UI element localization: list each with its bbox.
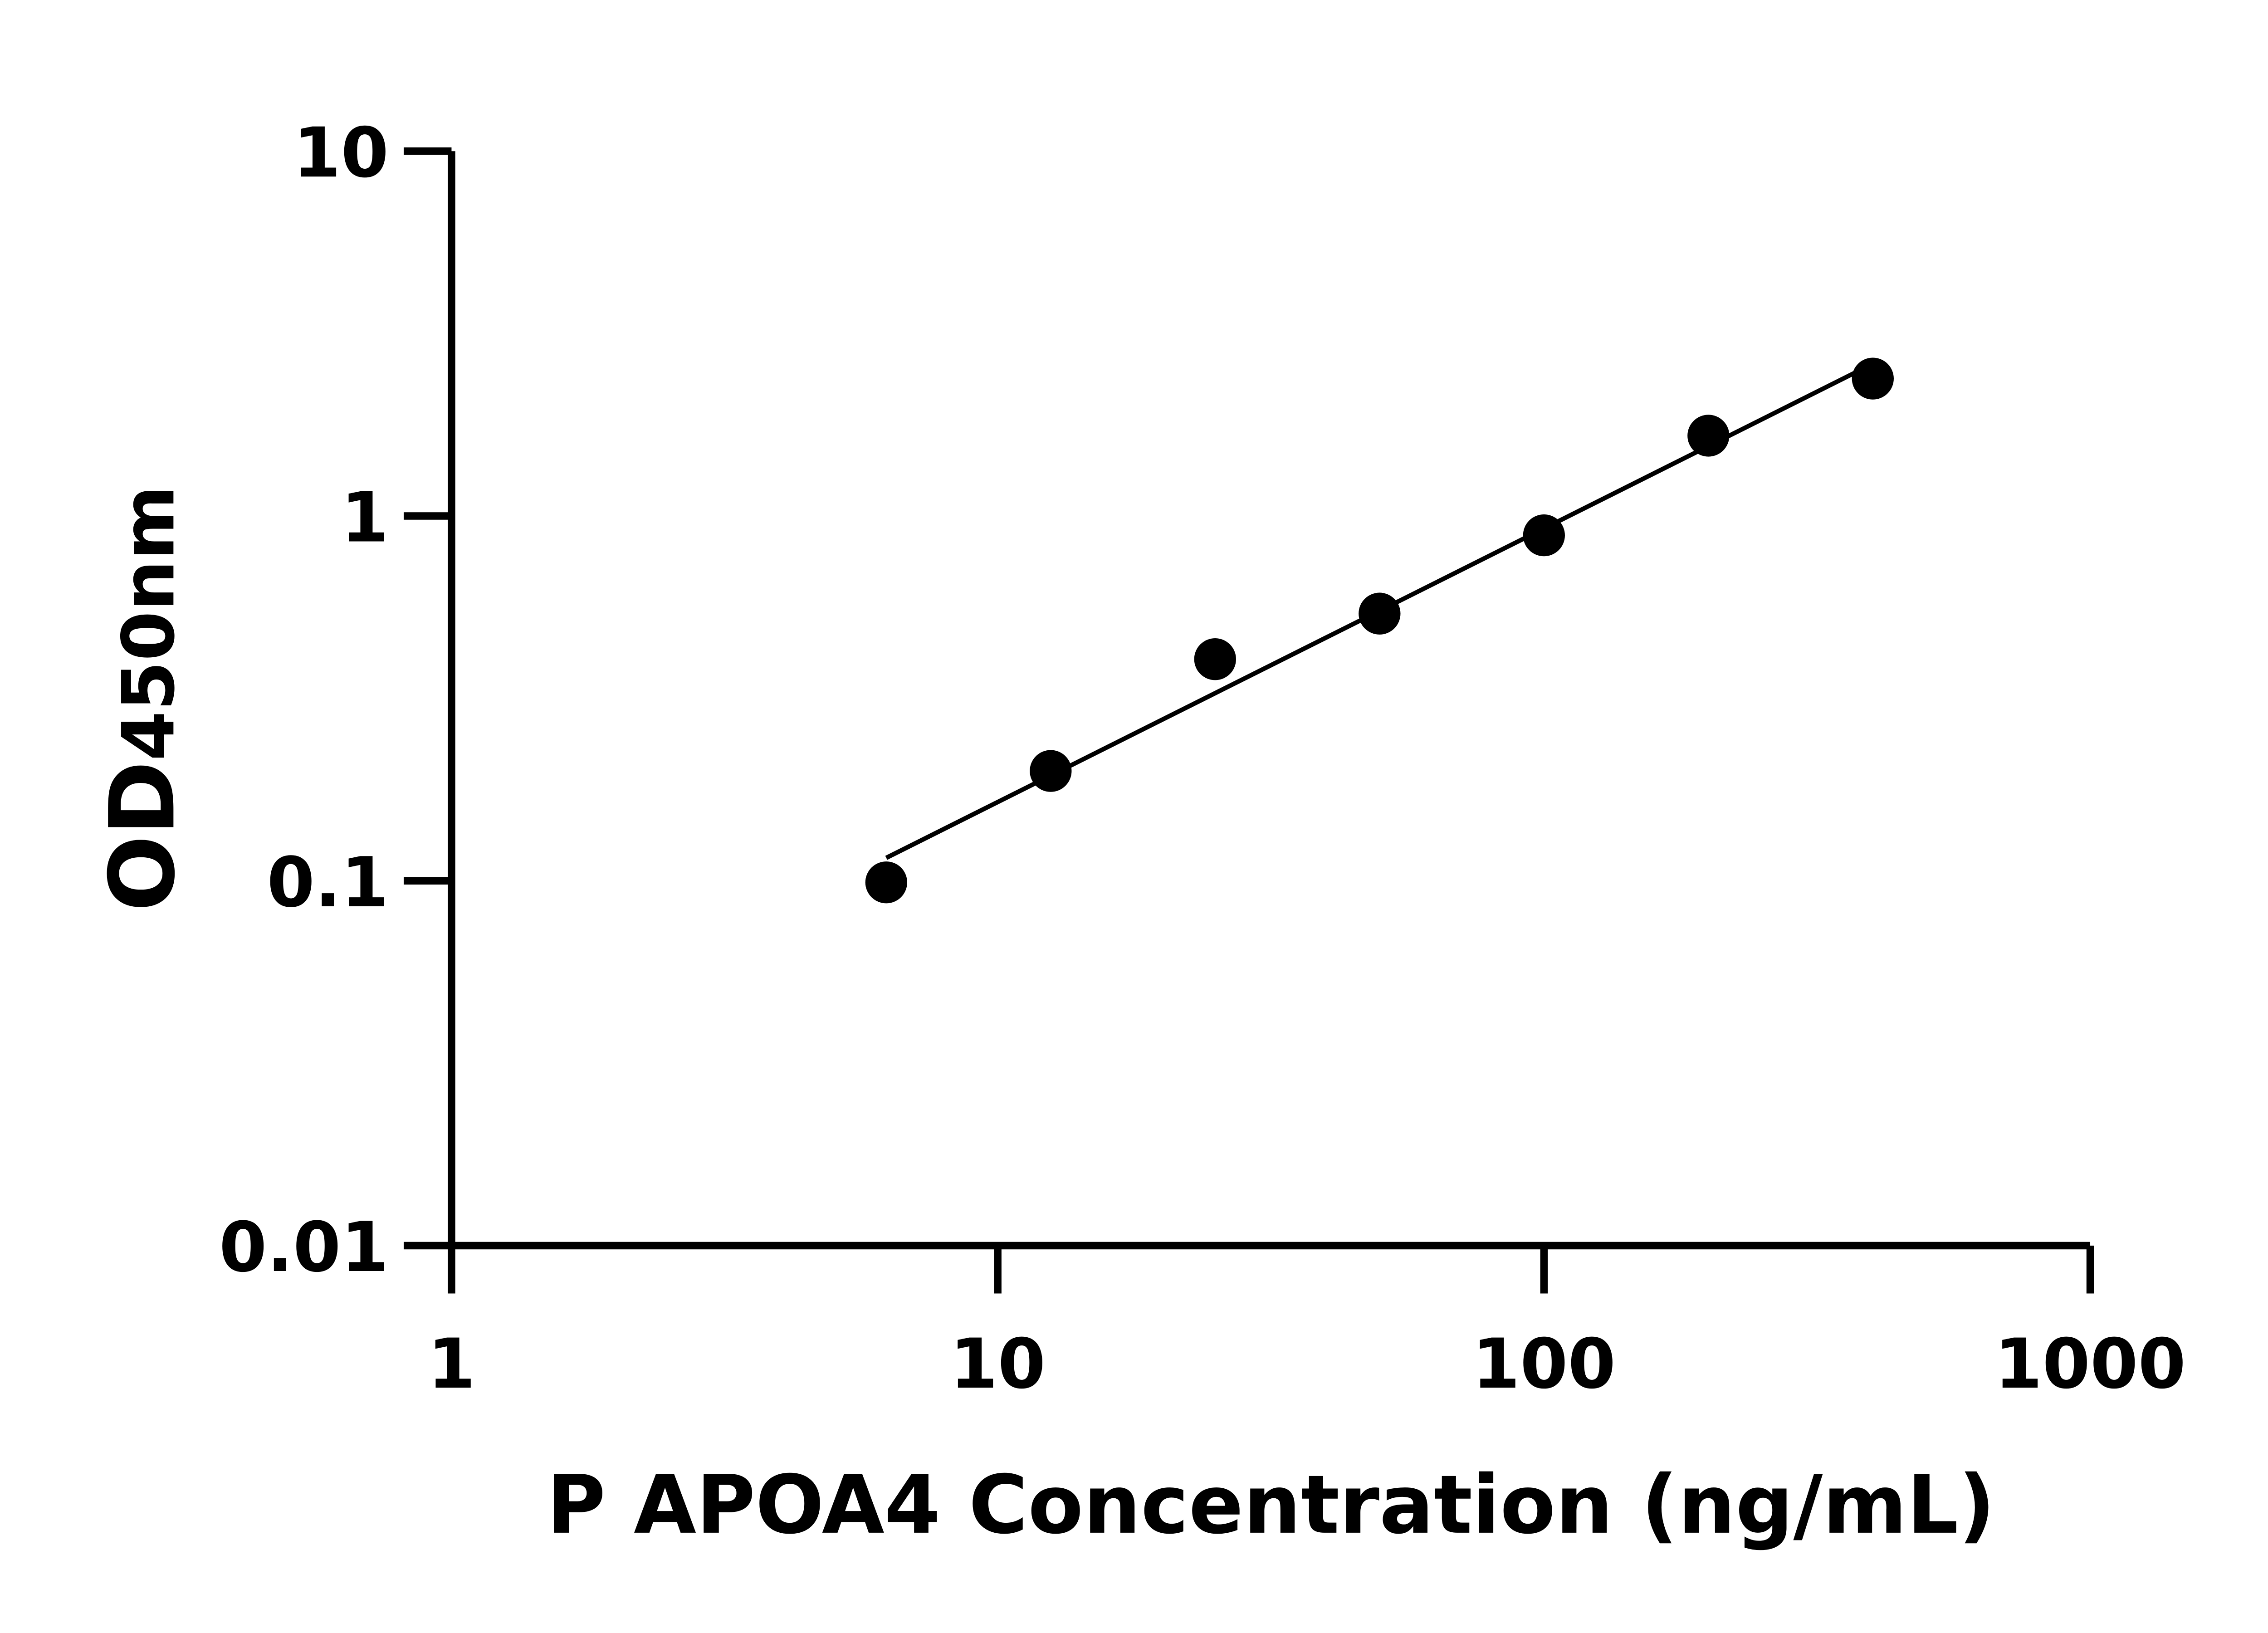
y-axis-label-main: OD (90, 761, 195, 911)
data-marks (865, 357, 1894, 904)
x-tick-label: 1 (428, 1324, 475, 1404)
y-tick-label: 10 (293, 112, 389, 193)
axes: 1 10 100 1000 0.01 0.1 1 10 (219, 112, 2186, 1404)
data-point (1852, 357, 1894, 400)
data-point (1194, 638, 1236, 680)
x-tick-label: 10 (950, 1324, 1046, 1404)
y-axis-label-sub: 450nm (107, 485, 191, 761)
data-point (1359, 592, 1401, 635)
x-tick-label: 100 (1472, 1324, 1616, 1404)
data-point (1523, 514, 1565, 557)
x-axis-label: P APOA4 Concentration (ng/mL) (547, 1458, 1995, 1552)
y-tick-label: 0.1 (267, 842, 389, 923)
data-point (1687, 415, 1730, 457)
y-axis-label: OD450nm (90, 485, 195, 912)
y-tick-label: 0.01 (219, 1207, 389, 1287)
data-point (865, 861, 907, 904)
data-point (1030, 750, 1072, 792)
y-tick-label: 1 (341, 478, 389, 558)
x-tick-label: 1000 (1994, 1324, 2186, 1404)
